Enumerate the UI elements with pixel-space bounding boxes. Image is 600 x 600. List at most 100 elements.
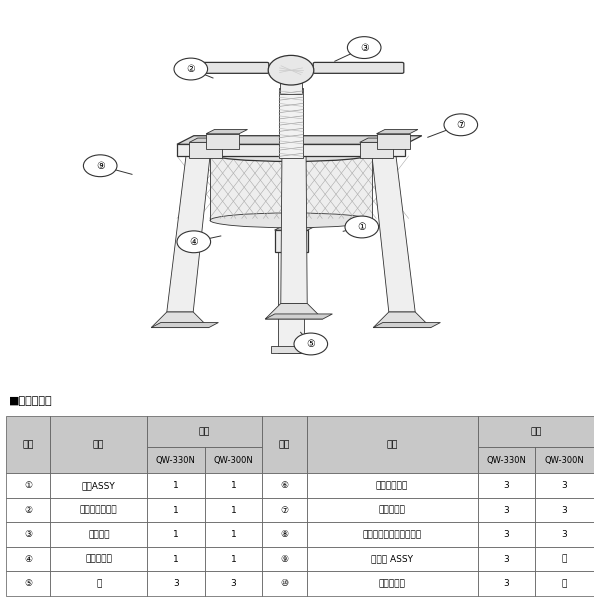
Text: 部番: 部番 xyxy=(22,440,34,449)
Text: ⑩: ⑩ xyxy=(280,579,289,588)
Text: 3: 3 xyxy=(503,481,509,490)
Bar xyxy=(280,71,302,94)
Bar xyxy=(307,473,478,498)
Text: ④: ④ xyxy=(190,237,198,247)
Circle shape xyxy=(268,55,314,85)
Polygon shape xyxy=(151,323,218,328)
Text: 3: 3 xyxy=(230,579,236,588)
Text: ⑨: ⑨ xyxy=(280,554,289,563)
Bar xyxy=(147,523,205,547)
Text: ⑨: ⑨ xyxy=(96,161,104,171)
Bar xyxy=(262,473,307,498)
Bar xyxy=(6,416,50,473)
Polygon shape xyxy=(151,312,209,328)
Bar xyxy=(177,144,405,156)
Text: ②: ② xyxy=(187,64,195,74)
Text: QW-330N: QW-330N xyxy=(156,456,196,465)
Bar xyxy=(6,473,50,498)
Text: 1: 1 xyxy=(230,481,236,490)
Bar xyxy=(478,416,594,447)
Text: 1: 1 xyxy=(230,530,236,539)
Bar xyxy=(478,523,535,547)
Text: 爪: 爪 xyxy=(96,579,101,588)
FancyBboxPatch shape xyxy=(313,62,404,73)
Text: 部番: 部番 xyxy=(278,440,290,449)
Circle shape xyxy=(83,155,117,176)
Bar xyxy=(535,523,594,547)
Bar xyxy=(282,237,300,247)
Circle shape xyxy=(345,216,379,238)
Bar xyxy=(205,571,262,596)
Ellipse shape xyxy=(210,213,372,228)
Text: QW-300N: QW-300N xyxy=(214,456,253,465)
Circle shape xyxy=(347,37,381,58)
Polygon shape xyxy=(177,136,422,144)
Text: ①: ① xyxy=(358,222,366,232)
Bar xyxy=(262,547,307,571)
Text: ⑦: ⑦ xyxy=(457,120,465,130)
Text: QW-300N: QW-300N xyxy=(545,456,584,465)
Bar xyxy=(262,416,307,473)
Text: ⑤: ⑤ xyxy=(24,579,32,588)
Text: 3: 3 xyxy=(503,554,509,563)
Bar xyxy=(50,571,147,596)
Polygon shape xyxy=(265,314,332,319)
Bar xyxy=(205,547,262,571)
Bar xyxy=(6,547,50,571)
Bar xyxy=(377,134,410,149)
Circle shape xyxy=(444,114,478,136)
Polygon shape xyxy=(372,156,415,312)
Bar xyxy=(50,523,147,547)
Text: 1: 1 xyxy=(230,506,236,515)
Bar xyxy=(307,523,478,547)
Text: センターボルト: センターボルト xyxy=(80,506,118,515)
Bar xyxy=(147,447,205,473)
Ellipse shape xyxy=(210,146,372,161)
Text: 1: 1 xyxy=(173,554,179,563)
Bar xyxy=(147,416,262,447)
Bar xyxy=(205,473,262,498)
Bar xyxy=(6,571,50,596)
Text: 固定ボルト: 固定ボルト xyxy=(379,579,406,588)
Text: ⑧: ⑧ xyxy=(280,530,289,539)
Bar xyxy=(478,498,535,523)
Text: 3: 3 xyxy=(503,530,509,539)
Bar xyxy=(50,547,147,571)
Text: 3: 3 xyxy=(173,579,179,588)
Text: ③: ③ xyxy=(360,43,368,53)
Text: 品名: 品名 xyxy=(93,440,104,449)
Text: ⑤: ⑤ xyxy=(307,339,315,349)
Text: 数量: 数量 xyxy=(199,427,211,436)
Polygon shape xyxy=(275,224,320,230)
Bar xyxy=(478,547,535,571)
Bar xyxy=(478,447,535,473)
Bar xyxy=(210,154,372,220)
Text: 3: 3 xyxy=(503,579,509,588)
Bar xyxy=(478,571,535,596)
Bar xyxy=(535,571,594,596)
Text: ブラケット止め蝶ボルト: ブラケット止め蝶ボルト xyxy=(362,530,422,539)
Text: －: － xyxy=(562,579,567,588)
Bar xyxy=(147,547,205,571)
Text: アダプター: アダプター xyxy=(85,554,112,563)
Polygon shape xyxy=(206,130,248,134)
Text: 3: 3 xyxy=(503,506,509,515)
Text: QW-330N: QW-330N xyxy=(487,456,526,465)
Circle shape xyxy=(174,58,208,80)
Bar xyxy=(6,523,50,547)
Text: ブラケット: ブラケット xyxy=(379,506,406,515)
Polygon shape xyxy=(377,130,418,134)
Bar xyxy=(205,447,262,473)
Bar xyxy=(205,523,262,547)
Polygon shape xyxy=(167,156,210,312)
Text: 3: 3 xyxy=(562,481,568,490)
Bar xyxy=(147,498,205,523)
Bar xyxy=(307,571,478,596)
Text: 1: 1 xyxy=(230,554,236,563)
Bar xyxy=(307,547,478,571)
Bar xyxy=(278,250,304,353)
Polygon shape xyxy=(373,312,431,328)
Bar xyxy=(50,498,147,523)
Bar xyxy=(307,498,478,523)
Text: 3: 3 xyxy=(562,506,568,515)
